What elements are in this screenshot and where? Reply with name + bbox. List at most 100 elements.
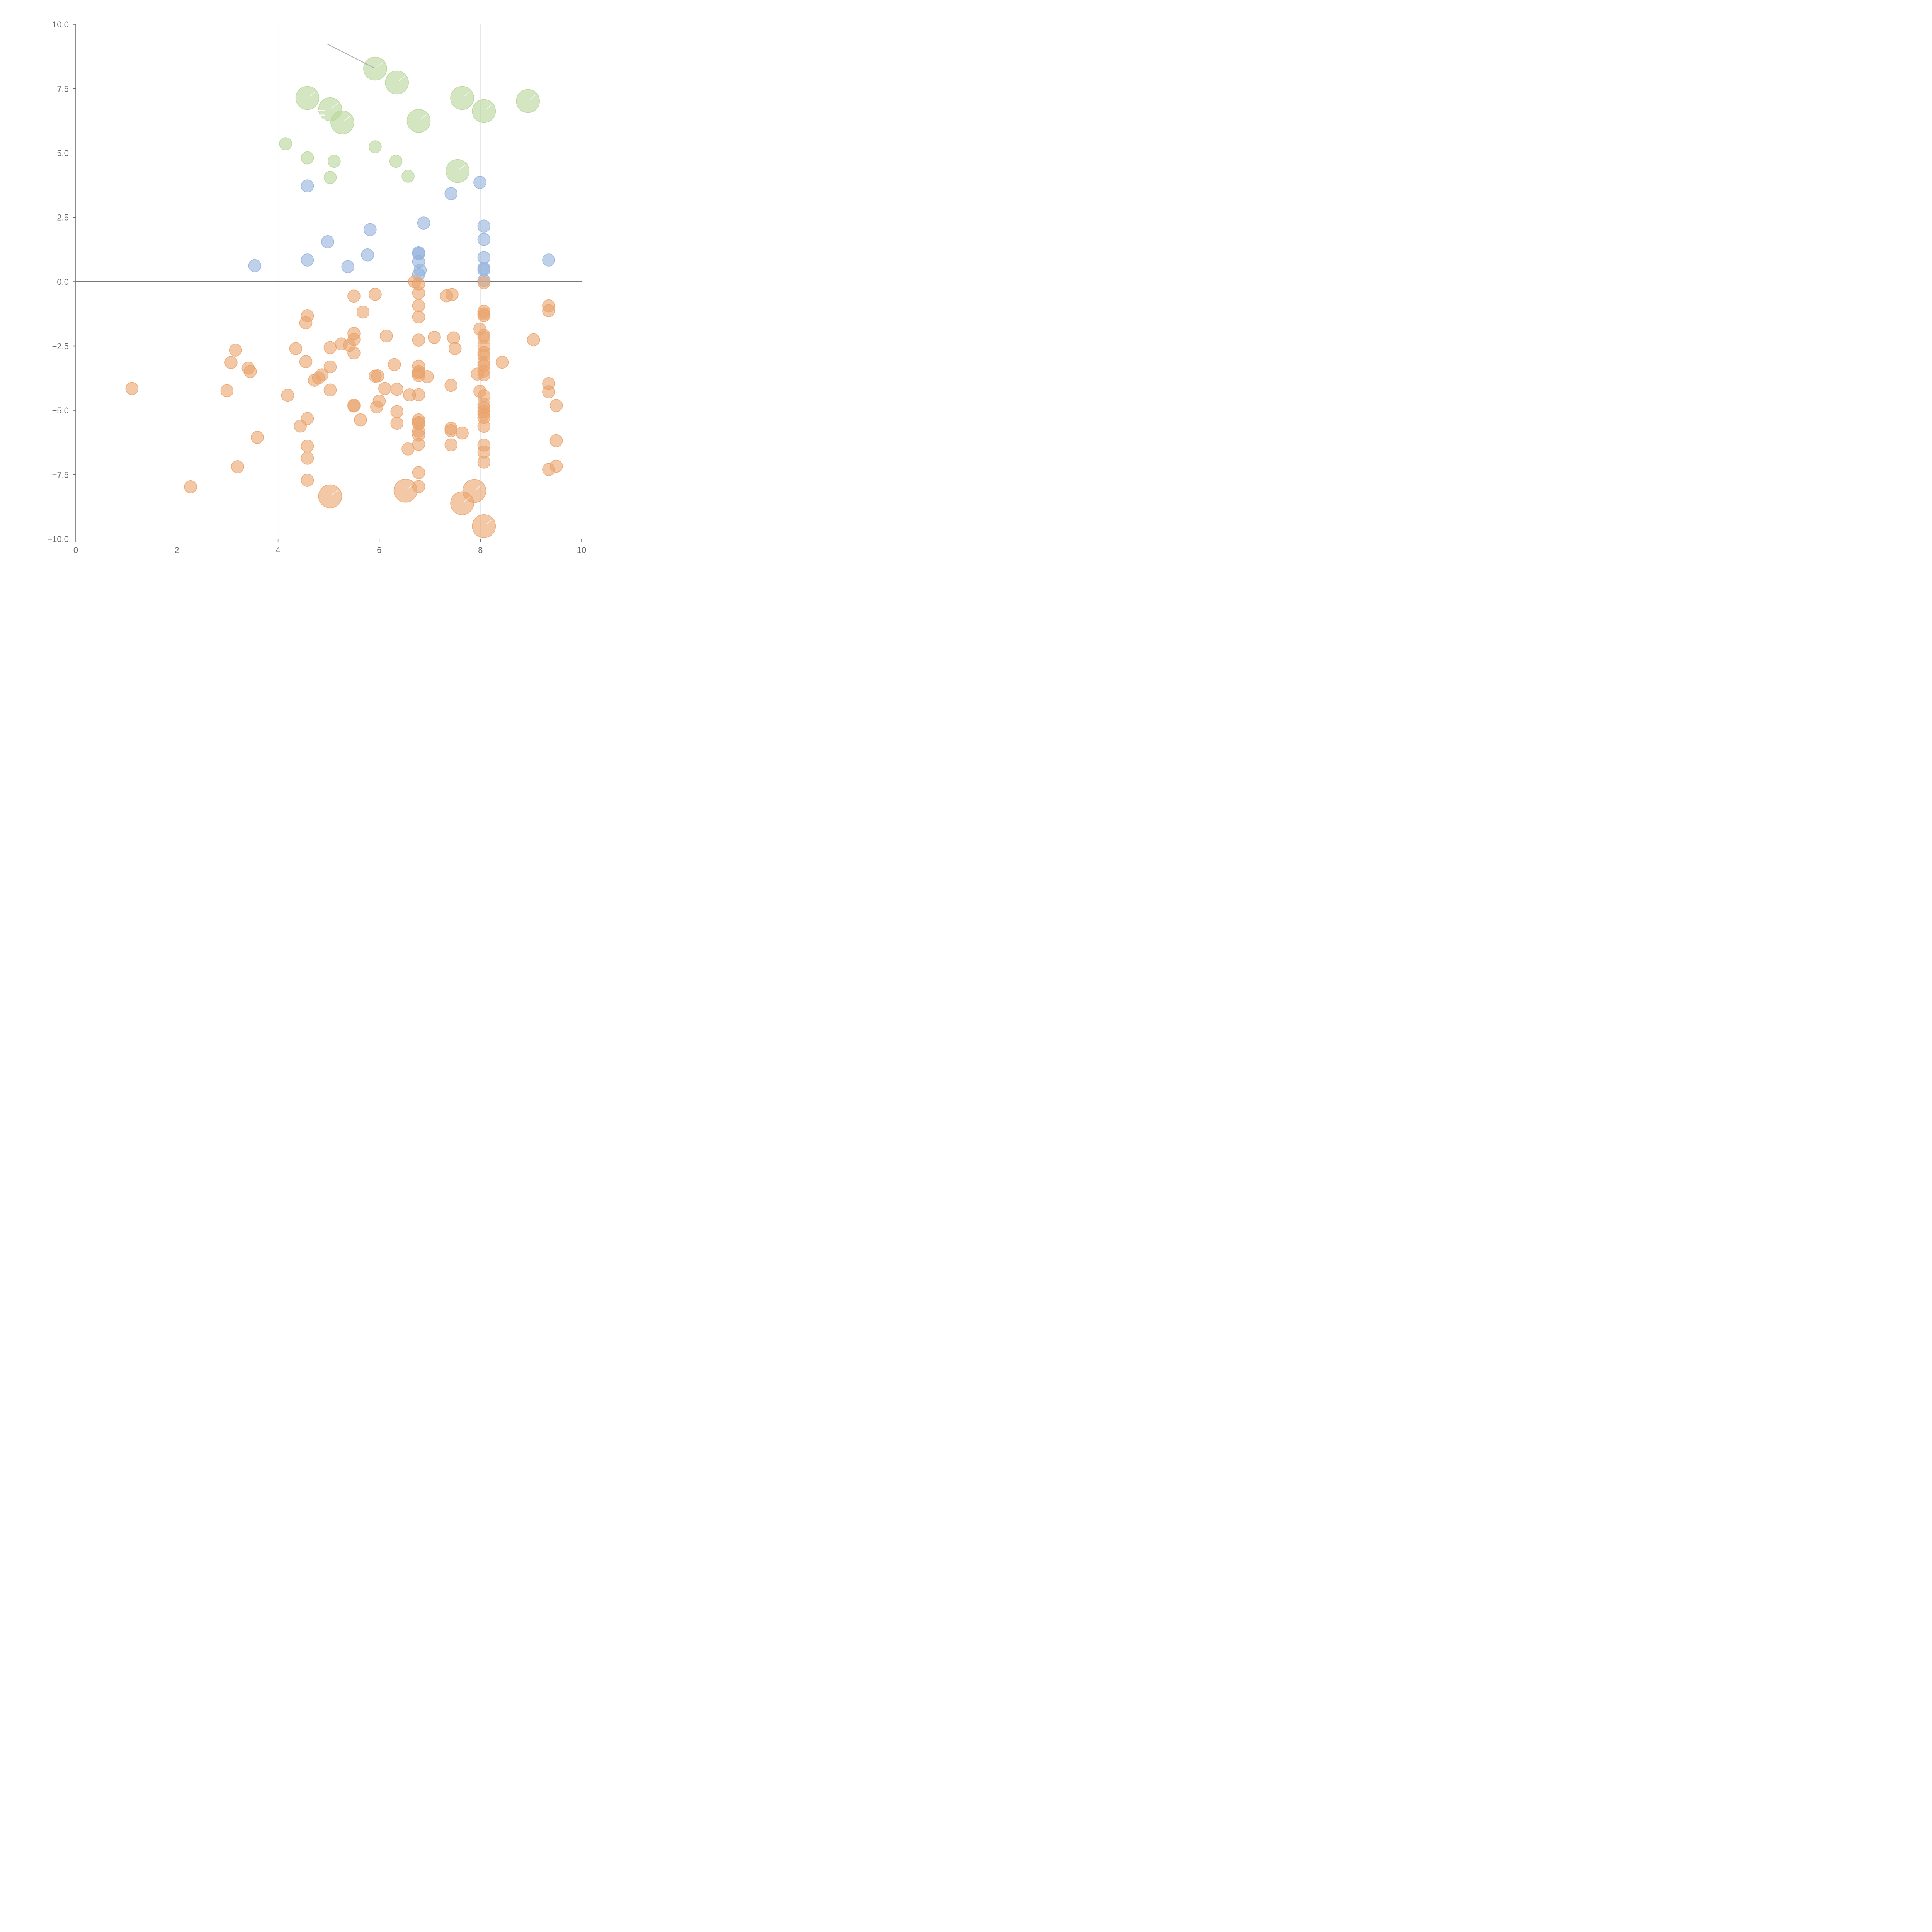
orange-bubble [301, 452, 314, 465]
blue-bubble [364, 223, 377, 236]
green-bubble [369, 140, 382, 153]
orange-bubble [428, 331, 441, 344]
y-tick-label: 7.5 [57, 84, 69, 94]
green-bubble [450, 86, 474, 110]
x-tick-label: 6 [377, 545, 381, 555]
blue-bubble [473, 176, 486, 189]
orange-bubble [231, 460, 244, 473]
y-tick-label: 10.0 [52, 20, 69, 29]
orange-bubble [356, 305, 370, 319]
orange-bubble [471, 367, 484, 381]
x-tick-label: 2 [175, 545, 179, 555]
orange-bubble [542, 385, 555, 398]
green-bubble [279, 137, 292, 150]
orange-bubble [390, 405, 403, 418]
orange-bubble-highlight [407, 484, 413, 490]
green-bubble-highlight [485, 104, 492, 110]
orange-bubble [477, 456, 491, 469]
y-tick-label: 2.5 [57, 213, 69, 223]
green-bubble [406, 109, 431, 133]
green-bubble [472, 99, 496, 123]
orange-bubble [301, 439, 314, 453]
series-blue [248, 176, 555, 287]
orange-bubble [370, 400, 383, 414]
green-bubble [446, 159, 470, 183]
y-tick-label: −7.5 [52, 470, 69, 480]
orange-bubble [301, 474, 314, 487]
orange-bubble [542, 463, 555, 476]
orange-bubble [412, 310, 425, 323]
orange-bubble [450, 491, 474, 515]
blue-bubble [477, 233, 491, 246]
orange-bubble [412, 333, 425, 347]
orange-bubble [444, 438, 458, 451]
green-bubble-highlight [332, 103, 338, 108]
leader-line [326, 43, 375, 68]
x-tick-label: 4 [276, 545, 280, 555]
orange-bubble [220, 384, 234, 398]
orange-bubble-highlight [485, 520, 492, 525]
green-bubble-highlight [420, 114, 427, 120]
y-tick-label: 5.0 [57, 148, 69, 158]
green-bubble [516, 89, 540, 113]
orange-bubble [412, 388, 425, 401]
orange-bubble [347, 346, 361, 360]
orange-bubble [243, 365, 257, 378]
green-bubble [295, 86, 320, 110]
blue-bubble [301, 253, 314, 267]
orange-bubble [412, 286, 425, 300]
orange-bubble [477, 420, 491, 433]
green-bubble-highlight [344, 116, 350, 121]
y-tick-label: −10.0 [47, 534, 69, 544]
orange-bubble [444, 379, 458, 392]
orange-bubble-highlight [332, 490, 338, 495]
orange-bubble [354, 413, 367, 427]
orange-bubble [412, 466, 425, 479]
orange-bubble [379, 329, 393, 343]
orange-bubble [549, 434, 563, 447]
annotations: VE [305, 43, 375, 124]
orange-bubble [369, 287, 382, 301]
green-bubble-highlight [459, 165, 466, 170]
orange-bubble [323, 341, 337, 354]
orange-bubble [412, 299, 425, 312]
orange-bubble [299, 355, 313, 368]
blue-bubble [477, 219, 491, 233]
series-green [279, 56, 540, 184]
orange-bubble [472, 514, 496, 538]
orange-bubble [378, 382, 391, 395]
overlay-label: VE [305, 107, 326, 124]
y-tick-label: −5.0 [52, 406, 69, 415]
orange-bubble [421, 370, 434, 383]
orange-bubble [308, 374, 321, 387]
series-orange [125, 275, 563, 538]
y-tick-label: −2.5 [52, 342, 69, 351]
orange-bubble [224, 356, 238, 369]
orange-bubble [251, 431, 264, 444]
orange-bubble [323, 360, 337, 374]
orange-bubble [527, 333, 540, 347]
blue-bubble [417, 216, 430, 230]
x-tick-label: 10 [577, 545, 586, 555]
green-bubble-highlight [377, 62, 383, 68]
orange-bubble [229, 344, 242, 357]
blue-bubble [301, 179, 314, 192]
orange-bubble [401, 442, 415, 456]
green-bubble-highlight [529, 94, 536, 100]
x-tick-label: 0 [73, 545, 78, 555]
orange-bubble [347, 399, 361, 413]
orange-bubble [393, 479, 418, 503]
orange-bubble [542, 304, 555, 318]
green-bubble [389, 155, 403, 168]
blue-bubble [321, 235, 334, 248]
orange-bubble [281, 389, 294, 402]
x-tick-label: 8 [478, 545, 483, 555]
orange-bubble [444, 424, 458, 437]
green-bubble [330, 110, 354, 134]
green-bubble [363, 56, 387, 81]
blue-bubble [341, 260, 354, 274]
green-bubble [301, 151, 314, 165]
orange-bubble [446, 288, 459, 301]
green-bubble [328, 155, 341, 168]
bubbles [125, 56, 563, 538]
